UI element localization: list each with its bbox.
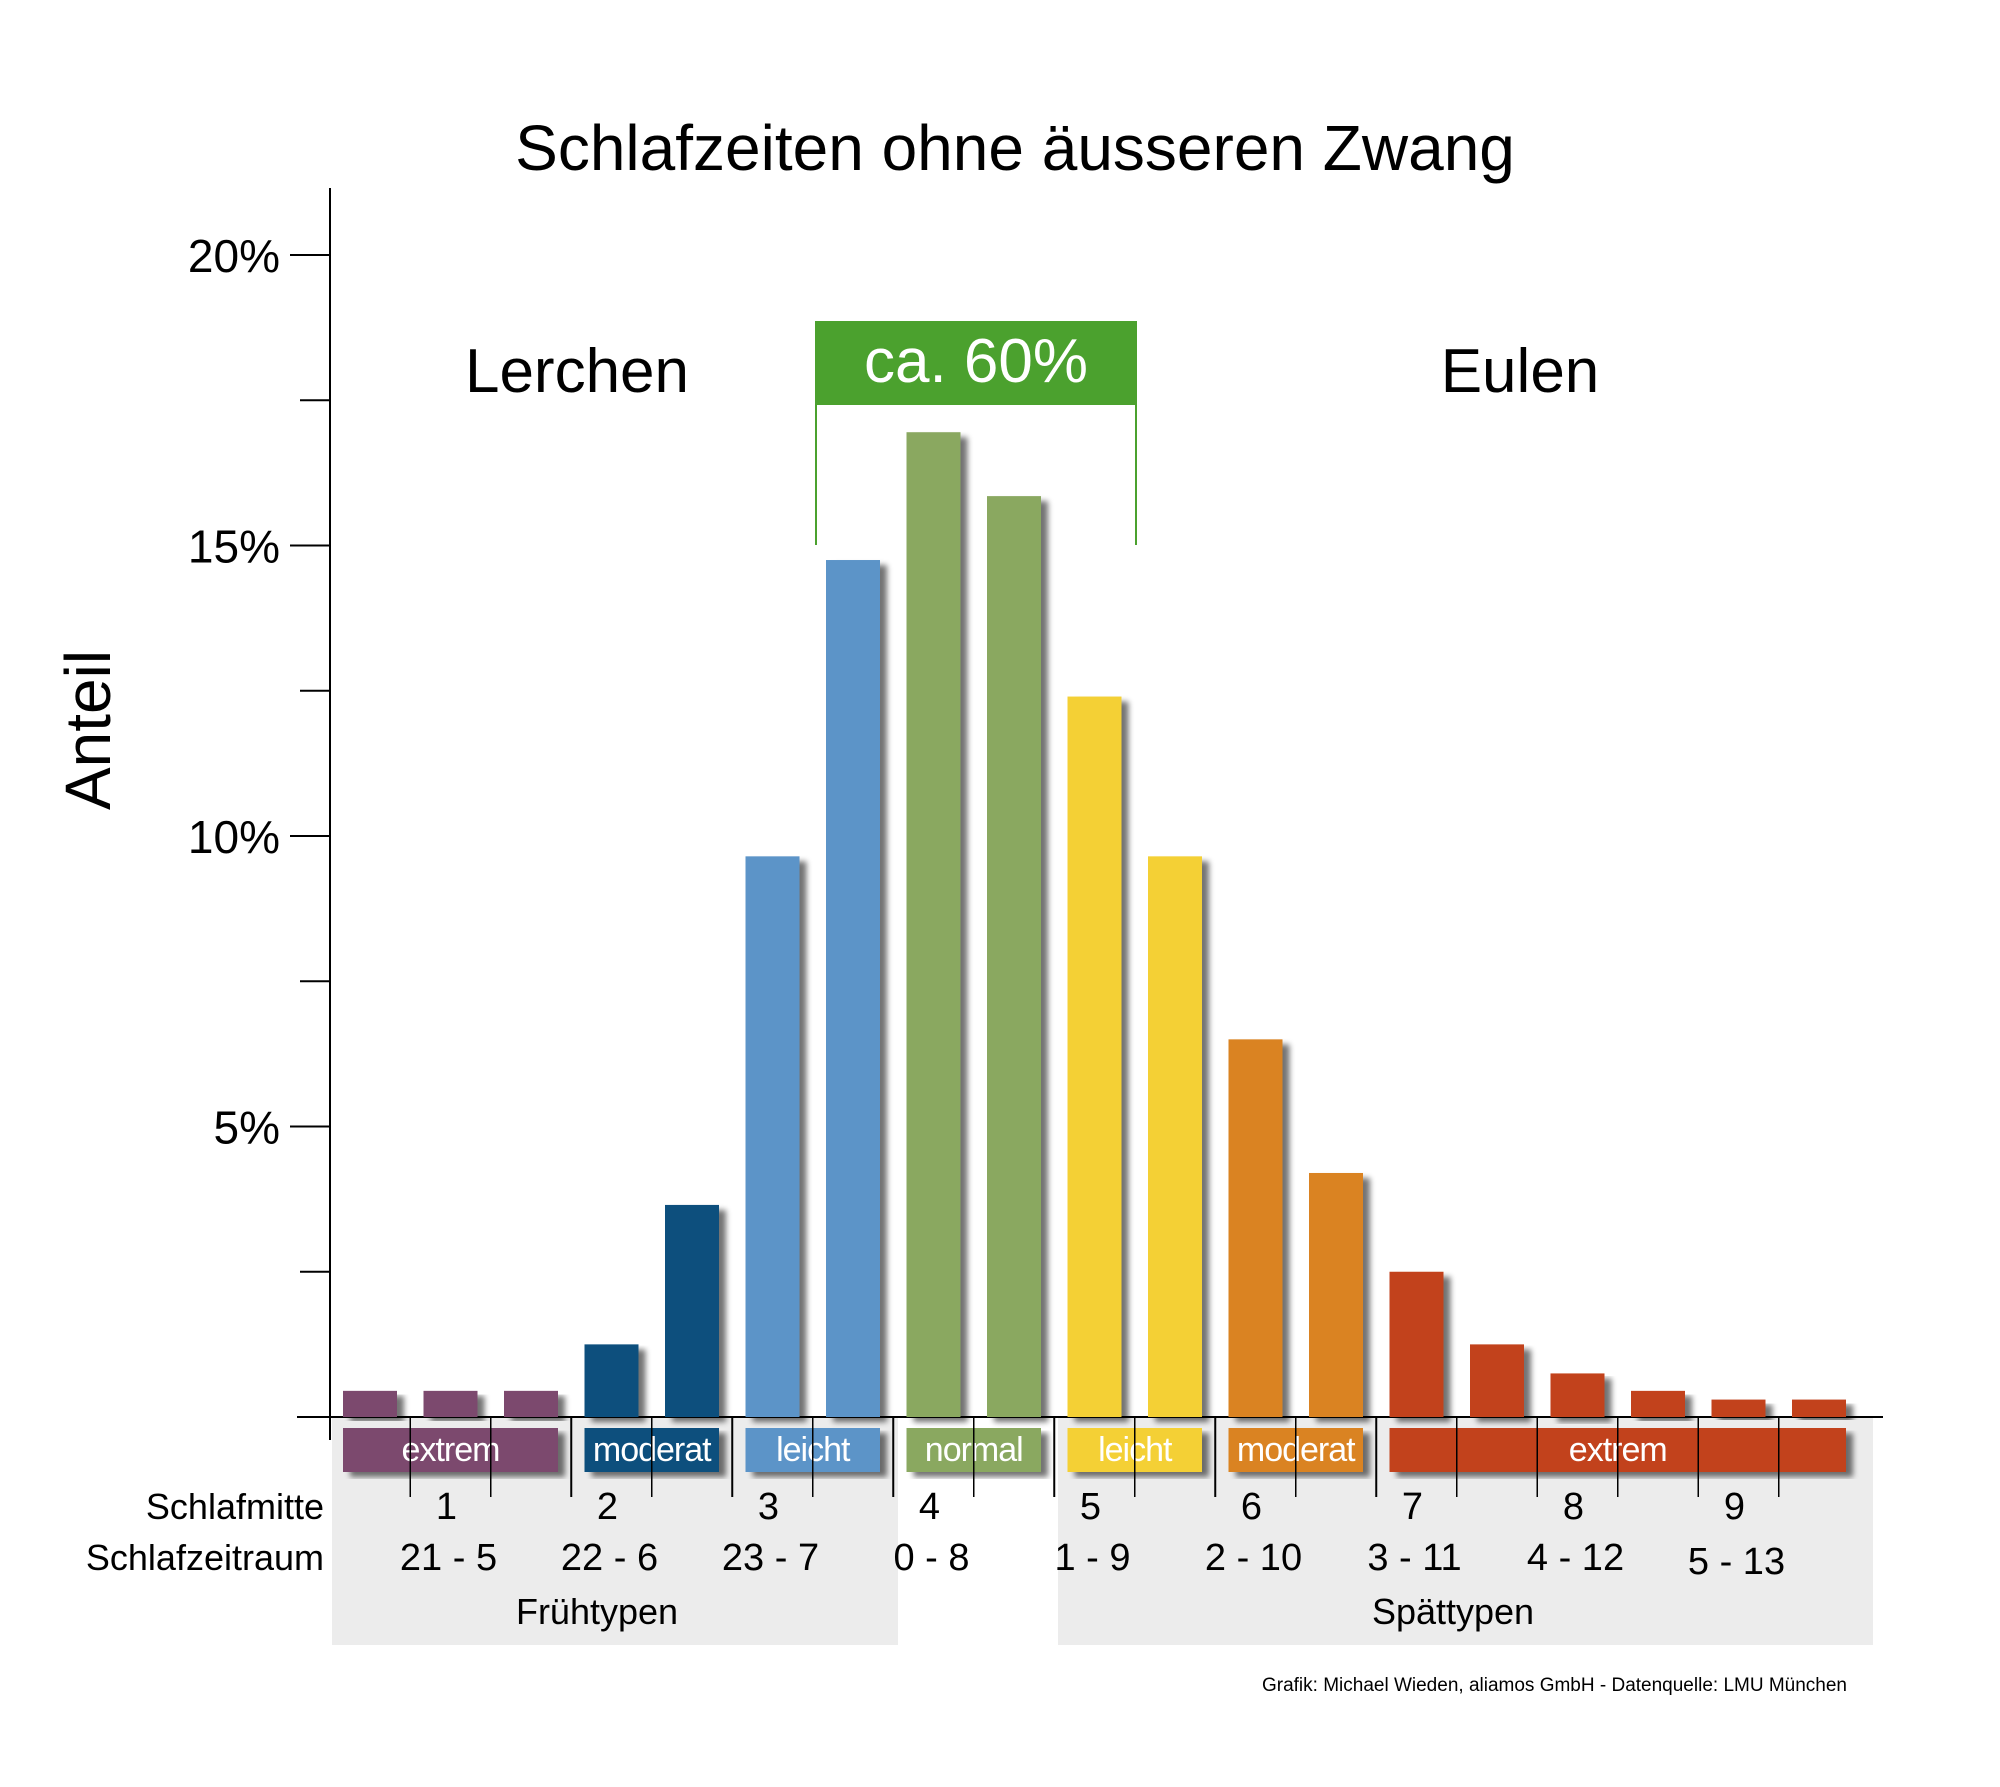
schlafmitte-value: 9 [1724, 1486, 1745, 1528]
bar-1 [343, 1390, 397, 1417]
schlafmitte-value: 1 [436, 1486, 457, 1528]
chart-title: Schlafzeiten ohne äusseren Zwang [515, 112, 1515, 184]
schlafzeitraum-value: 4 - 12 [1527, 1537, 1624, 1579]
schlafzeitraum-value: 22 - 6 [561, 1537, 658, 1579]
schlafmitte-value: 2 [597, 1486, 618, 1528]
y-tick-label: 20% [188, 230, 280, 282]
credit-line: Grafik: Michael Wieden, aliamos GmbH - D… [1262, 1675, 1847, 1696]
schlafzeitraum-value: 5 - 13 [1688, 1541, 1785, 1583]
schlafzeitraum-value: 21 - 5 [400, 1537, 497, 1579]
eulen-label: Eulen [1441, 337, 1600, 406]
bar-18 [1711, 1399, 1766, 1417]
y-tick-label: 5% [214, 1102, 280, 1154]
axis-layer: 5% 10% 15% 20% [188, 188, 1883, 1440]
category-label: leicht [1098, 1431, 1173, 1469]
category-band-1 [343, 1428, 558, 1472]
bar-14 [1389, 1271, 1444, 1417]
bar-10 [1067, 696, 1122, 1417]
late-group-label: Spättypen [1372, 1591, 1534, 1632]
category-label: leicht [776, 1431, 851, 1469]
bar-4 [584, 1344, 639, 1417]
center-share-badge [815, 321, 1137, 404]
schlafzeitraum-value: 0 - 8 [893, 1537, 969, 1579]
bars-layer [343, 432, 1846, 1418]
schlafzeitraum-row-label: Schlafzeitraum [86, 1537, 324, 1578]
bar-6 [745, 856, 800, 1417]
schlafmitte-value: 6 [1241, 1486, 1262, 1528]
schlafmitte-value: 4 [919, 1486, 940, 1528]
bar-19 [1792, 1399, 1846, 1417]
schlafmitte-value: 8 [1563, 1486, 1584, 1528]
lerchen-label: Lerchen [465, 337, 689, 406]
schlafmitte-value: 3 [758, 1486, 779, 1528]
bar-9 [987, 496, 1041, 1417]
bar-12 [1228, 1039, 1283, 1417]
category-label: extrem [402, 1431, 500, 1469]
bar-3 [504, 1390, 558, 1417]
bar-2 [423, 1390, 478, 1417]
bar-7 [826, 560, 880, 1417]
bar-8 [906, 432, 961, 1418]
early-group-label: Frühtypen [516, 1591, 678, 1632]
schlafzeitraum-value: 2 - 10 [1205, 1537, 1302, 1579]
schlafzeitraum-value: 3 - 11 [1367, 1537, 1461, 1579]
y-tick-label: 10% [188, 811, 280, 863]
y-axis-label: Anteil [52, 650, 124, 810]
schlafmitte-row-label: Schlafmitte [146, 1486, 324, 1527]
schlafzeitraum-value: 23 - 7 [722, 1537, 819, 1579]
bar-16 [1550, 1373, 1605, 1417]
center-share-bracket [815, 403, 1137, 545]
center-share-label: ca. 60% [864, 327, 1088, 396]
bar-5 [665, 1204, 719, 1417]
bar-15 [1470, 1344, 1524, 1417]
bar-11 [1148, 856, 1202, 1417]
y-tick-label: 15% [188, 521, 280, 573]
schlafzeitraum-value: 1 - 9 [1054, 1537, 1130, 1579]
category-label: moderat [593, 1431, 712, 1469]
bar-17 [1631, 1390, 1685, 1417]
schlafmitte-value: 5 [1080, 1486, 1101, 1528]
category-layer: extrem moderat leicht normal leicht moderat ex… [343, 1417, 1846, 1497]
category-label: moderat [1237, 1431, 1356, 1469]
bar-13 [1309, 1172, 1363, 1417]
schlafmitte-value: 7 [1402, 1486, 1423, 1528]
table-layer: 1 21 - 5 2 22 - 6 3 23 - 7 4 0 - 8 5 1 - 9 6 2 - 10… [400, 1486, 1785, 1583]
